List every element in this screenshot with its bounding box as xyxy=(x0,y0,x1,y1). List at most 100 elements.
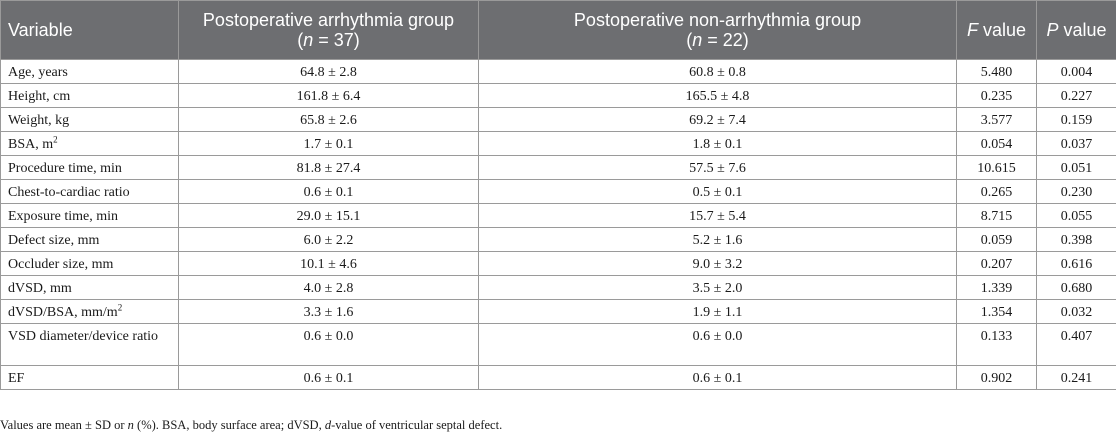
cell-f-value: 3.577 xyxy=(956,107,1037,132)
table-row: dVSD/BSA, mm/m2 3.3 ± 1.6 1.9 ± 1.1 1.35… xyxy=(0,299,1116,324)
cell-f-value: 0.207 xyxy=(956,251,1037,276)
header-non-arrhythmia-title: Postoperative non-arrhythmia group xyxy=(573,10,862,30)
cell-non-arrhythmia: 165.5 ± 4.8 xyxy=(478,83,957,108)
header-variable: Variable xyxy=(0,0,179,60)
cell-arrhythmia: 29.0 ± 15.1 xyxy=(178,203,479,228)
cell-variable: Defect size, mm xyxy=(0,227,179,252)
cell-non-arrhythmia: 9.0 ± 3.2 xyxy=(478,251,957,276)
cell-non-arrhythmia: 15.7 ± 5.4 xyxy=(478,203,957,228)
cell-f-value: 8.715 xyxy=(956,203,1037,228)
cell-f-value: 0.054 xyxy=(956,131,1037,156)
cell-p-value: 0.159 xyxy=(1036,107,1116,132)
table-footnote: Values are mean ± SD or n (%). BSA, body… xyxy=(0,418,502,433)
table-header: Variable Postoperative arrhythmia group(… xyxy=(0,0,1116,60)
cell-non-arrhythmia: 60.8 ± 0.8 xyxy=(478,59,957,84)
cell-non-arrhythmia: 3.5 ± 2.0 xyxy=(478,275,957,300)
cell-f-value: 1.354 xyxy=(956,299,1037,324)
cell-p-value: 0.616 xyxy=(1036,251,1116,276)
table-row: Weight, kg 65.8 ± 2.6 69.2 ± 7.4 3.577 0… xyxy=(0,107,1116,132)
cell-variable: Exposure time, min xyxy=(0,203,179,228)
cell-non-arrhythmia: 57.5 ± 7.6 xyxy=(478,155,957,180)
header-arrhythmia-group: Postoperative arrhythmia group (n = 37) xyxy=(178,0,479,60)
cell-p-value: 0.230 xyxy=(1036,179,1116,204)
cell-f-value: 0.902 xyxy=(956,365,1037,390)
cell-arrhythmia: 0.6 ± 0.1 xyxy=(178,365,479,390)
cell-non-arrhythmia: 0.6 ± 0.1 xyxy=(478,365,957,390)
cell-non-arrhythmia: 1.9 ± 1.1 xyxy=(478,299,957,324)
cell-variable: dVSD/BSA, mm/m2 xyxy=(0,299,179,324)
footnote-text-3: -value of ventricular septal defect. xyxy=(331,418,503,432)
header-arrhythmia-n-value: = 37) xyxy=(313,30,360,50)
header-variable-text: Variable xyxy=(8,20,73,40)
table-row: Height, cm 161.8 ± 6.4 165.5 ± 4.8 0.235… xyxy=(0,83,1116,108)
cell-arrhythmia: 4.0 ± 2.8 xyxy=(178,275,479,300)
header-f-value: F value xyxy=(956,0,1037,60)
cell-p-value: 0.227 xyxy=(1036,83,1116,108)
cell-variable: Chest-to-cardiac ratio xyxy=(0,179,179,204)
table-body: Age, years 64.8 ± 2.8 60.8 ± 0.8 5.480 0… xyxy=(0,59,1116,390)
cell-arrhythmia: 81.8 ± 27.4 xyxy=(178,155,479,180)
header-p-symbol: P xyxy=(1046,20,1059,40)
cell-f-value: 0.235 xyxy=(956,83,1037,108)
cell-arrhythmia: 64.8 ± 2.8 xyxy=(178,59,479,84)
cell-f-value: 5.480 xyxy=(956,59,1037,84)
cell-f-value: 0.059 xyxy=(956,227,1037,252)
table-row: dVSD, mm 4.0 ± 2.8 3.5 ± 2.0 1.339 0.680 xyxy=(0,275,1116,300)
results-table: Variable Postoperative arrhythmia group(… xyxy=(0,0,1116,390)
cell-arrhythmia: 10.1 ± 4.6 xyxy=(178,251,479,276)
cell-arrhythmia: 65.8 ± 2.6 xyxy=(178,107,479,132)
table-row: Occluder size, mm 10.1 ± 4.6 9.0 ± 3.2 0… xyxy=(0,251,1116,276)
cell-p-value: 0.051 xyxy=(1036,155,1116,180)
cell-variable: BSA, m2 xyxy=(0,131,179,156)
cell-variable: EF xyxy=(0,365,179,390)
cell-arrhythmia: 1.7 ± 0.1 xyxy=(178,131,479,156)
table-row: Age, years 64.8 ± 2.8 60.8 ± 0.8 5.480 0… xyxy=(0,59,1116,84)
cell-arrhythmia: 161.8 ± 6.4 xyxy=(178,83,479,108)
cell-p-value: 0.037 xyxy=(1036,131,1116,156)
cell-variable-text: dVSD/BSA, mm/m xyxy=(8,305,118,320)
cell-variable: Weight, kg xyxy=(0,107,179,132)
header-f-label: value xyxy=(977,20,1027,40)
footnote-n-symbol: n xyxy=(127,418,134,432)
cell-non-arrhythmia: 0.5 ± 0.1 xyxy=(478,179,957,204)
cell-variable: dVSD, mm xyxy=(0,275,179,300)
table-row: Procedure time, min 81.8 ± 27.4 57.5 ± 7… xyxy=(0,155,1116,180)
cell-f-value: 1.339 xyxy=(956,275,1037,300)
cell-p-value: 0.407 xyxy=(1036,323,1116,366)
table-row: Defect size, mm 6.0 ± 2.2 5.2 ± 1.6 0.05… xyxy=(0,227,1116,252)
cell-variable: VSD diameter/device ratio xyxy=(0,323,179,366)
header-non-arrhythmia-n-symbol: n xyxy=(692,30,703,50)
cell-p-value: 0.680 xyxy=(1036,275,1116,300)
cell-non-arrhythmia: 5.2 ± 1.6 xyxy=(478,227,957,252)
table-row: Chest-to-cardiac ratio 0.6 ± 0.1 0.5 ± 0… xyxy=(0,179,1116,204)
footnote-text-1: Values are mean ± SD or xyxy=(0,418,128,432)
header-p-value: P value xyxy=(1036,0,1116,60)
header-arrhythmia-n-symbol: n xyxy=(303,30,314,50)
cell-variable-superscript: 2 xyxy=(53,134,58,145)
table-row: EF 0.6 ± 0.1 0.6 ± 0.1 0.902 0.241 xyxy=(0,365,1116,390)
header-row: Variable Postoperative arrhythmia group(… xyxy=(0,0,1116,60)
cell-arrhythmia: 0.6 ± 0.1 xyxy=(178,179,479,204)
cell-non-arrhythmia: 1.8 ± 0.1 xyxy=(478,131,957,156)
cell-p-value: 0.004 xyxy=(1036,59,1116,84)
cell-variable: Procedure time, min xyxy=(0,155,179,180)
cell-f-value: 10.615 xyxy=(956,155,1037,180)
header-f-symbol: F xyxy=(966,20,978,40)
cell-p-value: 0.241 xyxy=(1036,365,1116,390)
cell-non-arrhythmia: 0.6 ± 0.0 xyxy=(478,323,957,366)
cell-variable: Age, years xyxy=(0,59,179,84)
header-arrhythmia-title: Postoperative arrhythmia group xyxy=(202,10,455,30)
cell-arrhythmia: 0.6 ± 0.0 xyxy=(178,323,479,366)
cell-f-value: 0.133 xyxy=(956,323,1037,366)
cell-arrhythmia: 6.0 ± 2.2 xyxy=(178,227,479,252)
cell-variable-text: BSA, m xyxy=(8,137,54,152)
table-row: VSD diameter/device ratio 0.6 ± 0.0 0.6 … xyxy=(0,323,1116,366)
cell-p-value: 0.055 xyxy=(1036,203,1116,228)
header-non-arrhythmia-n-value: = 22) xyxy=(702,30,749,50)
cell-p-value: 0.032 xyxy=(1036,299,1116,324)
cell-non-arrhythmia: 69.2 ± 7.4 xyxy=(478,107,957,132)
cell-f-value: 0.265 xyxy=(956,179,1037,204)
footnote-d-symbol: d xyxy=(324,418,332,432)
table-row: BSA, m2 1.7 ± 0.1 1.8 ± 0.1 0.054 0.037 xyxy=(0,131,1116,156)
table-row: Exposure time, min 29.0 ± 15.1 15.7 ± 5.… xyxy=(0,203,1116,228)
